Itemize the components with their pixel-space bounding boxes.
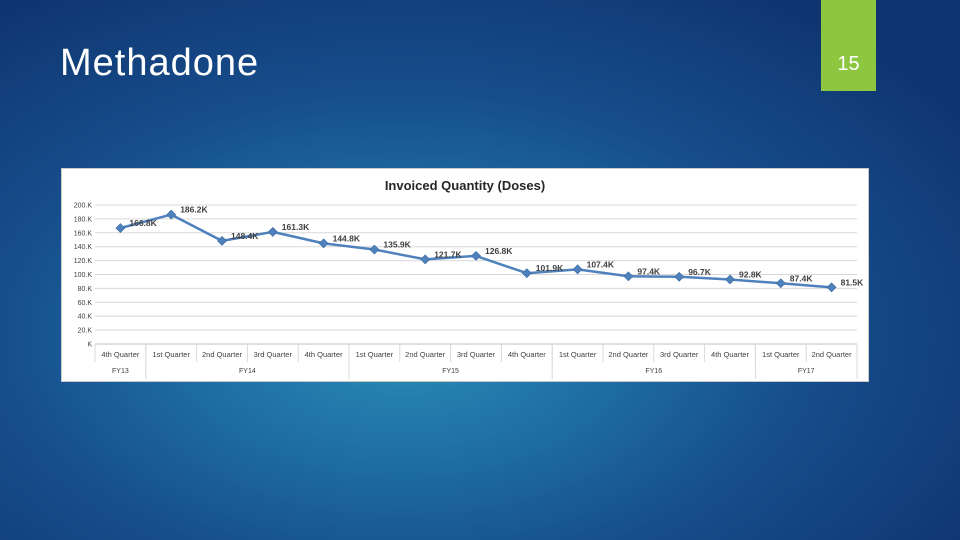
y-tick-label: 180.K (74, 216, 93, 223)
data-label: 107.4K (587, 259, 615, 269)
data-label: 97.4K (637, 266, 661, 276)
y-tick-label: K (87, 342, 92, 349)
data-point (369, 244, 380, 255)
y-tick-label: 60.K (78, 300, 93, 307)
data-label: 87.4K (790, 273, 814, 283)
data-label: 148.4K (231, 231, 259, 241)
slide-title: Methadone (60, 42, 260, 84)
y-tick-label: 160.K (74, 230, 93, 237)
data-point (318, 238, 329, 249)
data-label: 166.8K (129, 218, 157, 228)
data-point (420, 254, 431, 265)
data-point (267, 226, 278, 237)
x-tick-label: 4th Quarter (711, 350, 749, 359)
page-number: 15 (837, 53, 860, 75)
x-tick-label: 1st Quarter (152, 350, 190, 359)
x-tick-label: 4th Quarter (508, 350, 546, 359)
y-tick-label: 40.K (78, 314, 93, 321)
data-label: 96.7K (688, 267, 712, 277)
x-tick-label: 2nd Quarter (202, 350, 243, 359)
data-label: 126.8K (485, 246, 513, 256)
data-point (217, 235, 227, 246)
y-tick-label: 100.K (74, 272, 93, 279)
x-tick-label: 1st Quarter (356, 350, 394, 359)
data-point (166, 209, 177, 220)
data-label: 144.8K (333, 233, 361, 243)
x-group-label: FY17 (798, 368, 815, 375)
x-group-label: FY15 (442, 368, 459, 375)
x-tick-label: 3rd Quarter (457, 350, 496, 359)
x-tick-label: 2nd Quarter (405, 350, 446, 359)
data-point (826, 282, 837, 293)
x-tick-label: 1st Quarter (762, 350, 800, 359)
y-tick-label: 80.K (78, 286, 93, 293)
data-point (725, 274, 735, 285)
data-label: 92.8K (739, 270, 763, 280)
x-tick-label: 1st Quarter (559, 350, 597, 359)
data-point (674, 271, 685, 282)
x-tick-label: 3rd Quarter (660, 350, 699, 359)
data-label: 135.9K (383, 240, 411, 250)
y-tick-label: 20.K (78, 328, 93, 335)
x-tick-label: 3rd Quarter (254, 350, 293, 359)
data-point (623, 271, 634, 282)
data-label: 186.2K (180, 205, 208, 215)
x-tick-label: 4th Quarter (305, 350, 343, 359)
data-label: 101.9K (536, 263, 564, 273)
data-label: 81.5K (841, 277, 865, 287)
chart-title: Invoiced Quantity (Doses) (385, 178, 545, 193)
y-tick-label: 200.K (74, 203, 93, 210)
data-label: 121.7K (434, 249, 462, 259)
data-point (775, 278, 786, 289)
x-tick-label: 4th Quarter (101, 350, 139, 359)
x-group-label: FY16 (645, 368, 662, 375)
data-point (521, 268, 532, 279)
data-point (572, 264, 583, 275)
y-tick-label: 140.K (74, 244, 93, 251)
x-tick-label: 2nd Quarter (812, 350, 853, 359)
line-chart: Invoiced Quantity (Doses) 200.K 180.K 160.… (74, 178, 865, 379)
data-point (115, 223, 126, 233)
data-point (471, 250, 481, 261)
y-tick-label: 120.K (74, 258, 93, 265)
data-label: 161.3K (282, 222, 310, 232)
page-number-tab: 15 (821, 0, 876, 91)
x-tick-label: 2nd Quarter (608, 350, 649, 359)
x-group-label: FY13 (112, 368, 129, 375)
chart-container: Invoiced Quantity (Doses) 200.K 180.K 160.… (61, 168, 869, 382)
x-group-label: FY14 (239, 368, 256, 375)
